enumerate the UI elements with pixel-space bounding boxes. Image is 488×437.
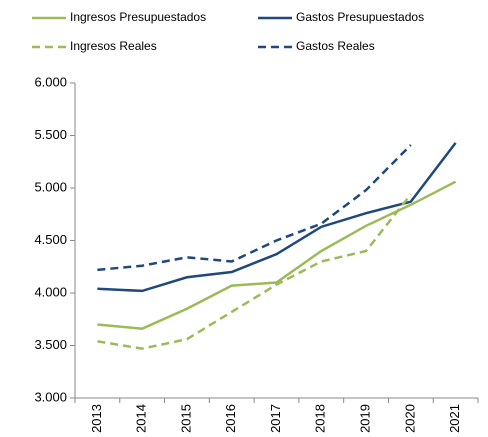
- x-tick-label: 2021: [447, 404, 462, 433]
- x-tick-label: 2020: [402, 404, 417, 433]
- x-tick-label: 2017: [268, 404, 283, 433]
- x-tick-label: 2016: [223, 404, 238, 433]
- legend-label: Gastos Reales: [296, 39, 375, 53]
- y-tick-label: 3.000: [34, 389, 67, 404]
- y-tick-label: 6.000: [34, 74, 67, 89]
- legend-label: Gastos Presupuestados: [296, 10, 424, 24]
- series-line: [97, 144, 412, 272]
- x-tick-label: 2013: [89, 404, 104, 433]
- x-tick-label: 2019: [357, 404, 372, 433]
- y-tick-label: 5.500: [34, 127, 67, 142]
- series-line: [97, 142, 457, 293]
- y-tick-label: 3.500: [34, 337, 67, 352]
- y-tick-label: 4.000: [34, 284, 67, 299]
- x-tick-label: 2014: [134, 404, 149, 433]
- y-tick-label: 4.500: [34, 232, 67, 247]
- series-line: [97, 193, 412, 350]
- x-tick-label: 2015: [178, 404, 193, 433]
- x-tick-label: 2018: [313, 404, 328, 433]
- legend-label: Ingresos Reales: [70, 39, 157, 53]
- y-tick-label: 5.000: [34, 179, 67, 194]
- legend-label: Ingresos Presupuestados: [70, 10, 206, 24]
